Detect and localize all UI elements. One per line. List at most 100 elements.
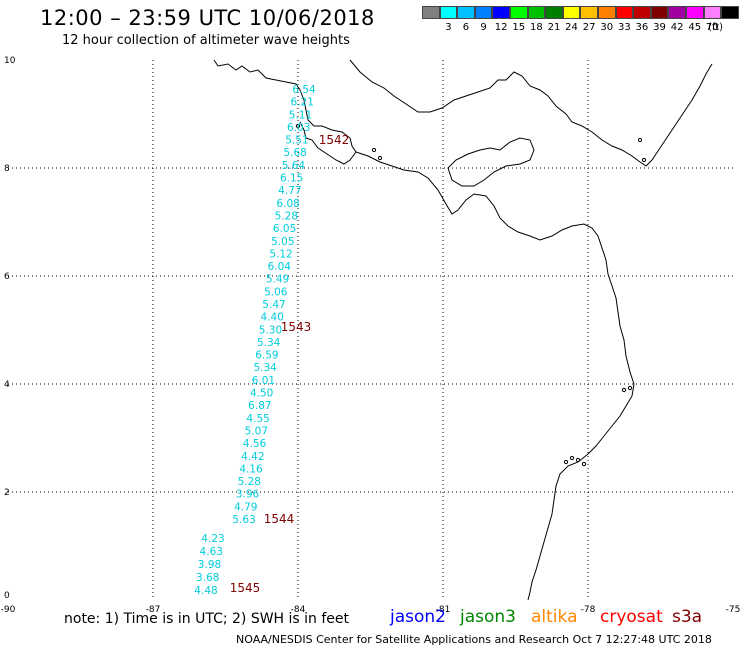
coastline-caribbean xyxy=(349,59,713,167)
wave-height-value: 4.79 xyxy=(234,501,257,513)
track-time-label: 1544 xyxy=(264,512,295,526)
legend-label: 12 xyxy=(494,22,508,33)
color-legend: 3 6 9 12 15 18 21 24 27 30 33 36 39 42 45 70 (ft) xyxy=(422,6,739,33)
legend-label: 15 xyxy=(512,22,526,33)
wave-height-value: 4.63 xyxy=(200,546,223,558)
wave-height-value: 5.30 xyxy=(259,324,282,336)
y-tick-label: 2 xyxy=(4,488,10,498)
wave-height-value: 3.98 xyxy=(198,559,221,571)
y-tick-label: 8 xyxy=(4,164,10,174)
satellite-name: jason3 xyxy=(460,607,516,627)
legend-label: 18 xyxy=(529,22,543,33)
wave-height-value: 5.49 xyxy=(266,274,289,286)
satellite-name: s3a xyxy=(672,607,703,627)
island xyxy=(575,457,581,463)
wave-height-value: 6.08 xyxy=(276,198,299,210)
legend-label: 9 xyxy=(480,22,487,33)
wave-height-value: 5.34 xyxy=(253,362,277,374)
page-subtitle: 12 hour collection of altimeter wave hei… xyxy=(62,33,350,48)
wave-height-value: 5.07 xyxy=(245,425,268,437)
wave-height-value: 5.28 xyxy=(275,210,298,222)
footer-credit: NOAA/NESDIS Center for Satellite Applica… xyxy=(236,633,712,646)
legend-label: 6 xyxy=(462,22,470,33)
x-tick-label: -87 xyxy=(146,605,161,615)
legend-swatch xyxy=(509,6,528,19)
legend-label: 21 xyxy=(547,22,561,33)
wave-height-value: 5.11 xyxy=(289,109,312,121)
satellite-name: altika xyxy=(531,607,578,627)
wave-height-value: 6.21 xyxy=(291,97,314,109)
wave-height-value: 6.87 xyxy=(248,400,271,412)
legend-labels: 3 6 9 12 15 18 21 24 27 30 33 36 39 42 45 70 xyxy=(422,22,739,33)
wave-height-value: 4.50 xyxy=(250,388,273,400)
island xyxy=(295,123,301,129)
wave-height-value: 6.01 xyxy=(252,375,275,387)
wave-height-value: 6.05 xyxy=(273,223,296,235)
legend-label: 42 xyxy=(670,22,684,33)
y-tick-label: 0 xyxy=(4,591,10,601)
satellite-name: cryosat xyxy=(600,607,663,627)
wave-height-value: 3.68 xyxy=(196,572,219,584)
wave-height-value: 3.96 xyxy=(236,489,260,501)
island xyxy=(371,147,377,153)
wave-height-value: 5.05 xyxy=(271,236,294,248)
legend-swatch xyxy=(562,6,581,19)
wave-height-value: 5.47 xyxy=(262,299,285,311)
legend-unit: (ft) xyxy=(708,22,724,33)
island xyxy=(621,387,627,393)
island xyxy=(563,459,569,465)
legend-label: 27 xyxy=(582,22,596,33)
legend-swatch xyxy=(597,6,616,19)
legend-label: 39 xyxy=(653,22,666,33)
legend-swatch xyxy=(685,6,704,19)
island xyxy=(377,155,383,161)
wave-height-value: 4.42 xyxy=(241,451,264,463)
wave-height-value: 5.68 xyxy=(283,147,306,159)
wave-height-value: 5.63 xyxy=(232,514,255,526)
coastline-lake xyxy=(447,137,535,187)
legend-swatch xyxy=(668,6,686,19)
legend-swatch xyxy=(457,6,475,19)
wave-height-value: 4.23 xyxy=(201,533,224,545)
legend-swatch xyxy=(422,6,440,19)
legend-label: 70 xyxy=(705,22,719,33)
wave-height-value: 4.56 xyxy=(243,438,267,450)
legend-swatch xyxy=(492,6,510,19)
island xyxy=(627,385,633,391)
wave-height-value: 4.40 xyxy=(261,312,284,324)
legend-swatch xyxy=(615,6,634,19)
legend-swatches xyxy=(422,6,739,19)
wave-height-value: 5.34 xyxy=(257,337,281,349)
wave-height-value: 6.04 xyxy=(268,261,292,273)
x-tick-label: -81 xyxy=(436,605,451,615)
legend-label: 24 xyxy=(565,22,578,33)
legend-label: 33 xyxy=(617,22,631,33)
wave-height-value: 5.28 xyxy=(238,476,261,488)
legend-swatch xyxy=(721,6,739,19)
page-title: 12:00 – 23:59 UTC 10/06/2018 xyxy=(40,6,375,30)
legend-swatch xyxy=(633,6,651,19)
x-tick-label: -75 xyxy=(726,605,740,615)
island xyxy=(637,137,643,143)
y-tick-label: 4 xyxy=(4,380,10,390)
wave-height-value: 6.59 xyxy=(255,350,278,362)
track-time-label: 1545 xyxy=(230,581,261,595)
wave-height-value: 5.06 xyxy=(264,286,288,298)
wave-height-value: 4.55 xyxy=(246,413,269,425)
legend-swatch xyxy=(580,6,598,19)
x-tick-label: -90 xyxy=(1,605,16,615)
plot-area xyxy=(8,60,733,600)
x-tick-label: -84 xyxy=(291,605,306,615)
legend-swatch xyxy=(439,6,458,19)
wave-height-value: 4.48 xyxy=(194,585,217,597)
wave-height-value: 4.16 xyxy=(239,463,263,475)
track-time-label: 1542 xyxy=(319,133,350,147)
wave-height-value: 5.51 xyxy=(285,135,308,147)
x-tick-label: -78 xyxy=(581,605,596,615)
legend-swatch xyxy=(545,6,563,19)
legend-label: 3 xyxy=(445,22,452,33)
legend-swatch xyxy=(527,6,546,19)
coastline-central-america xyxy=(213,59,357,165)
